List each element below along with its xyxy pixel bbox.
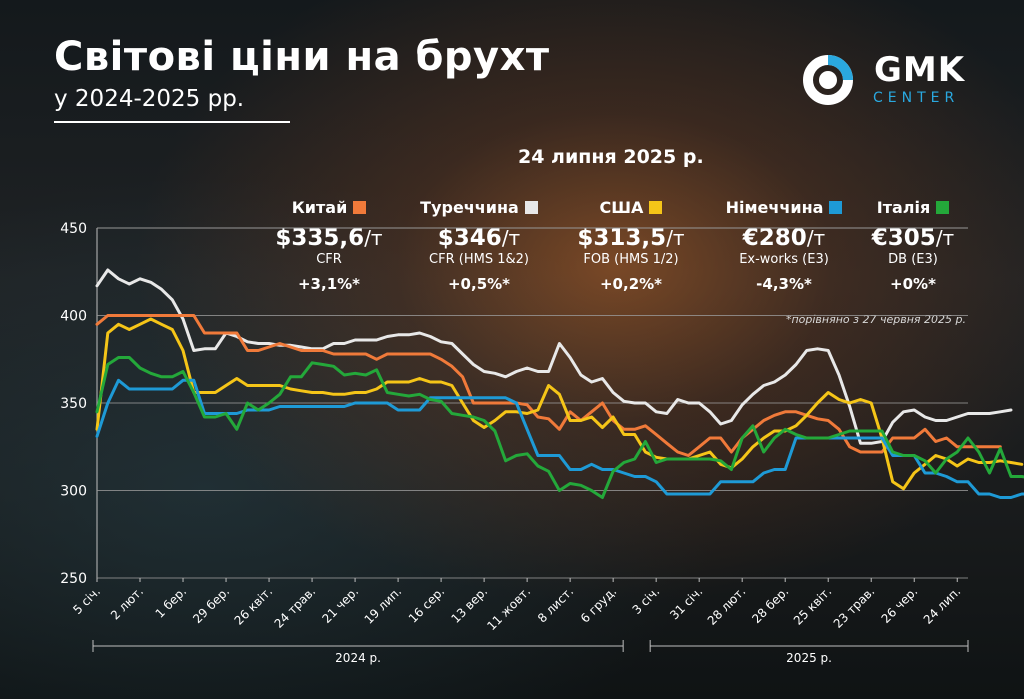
price-card-italy: Італія €305/т DB (E3) +0%* [838,198,988,293]
card-currency: € [742,225,759,251]
x-tick-label: 6 груд. [578,584,619,625]
x-tick-label: 13 вер. [449,584,491,626]
x-tick-label: 24 трав. [272,584,319,631]
card-currency: $ [577,225,594,251]
series-line-5 [95,356,1024,499]
x-tick-label: 5 січ. [70,584,103,617]
card-basis: DB (E3) [888,252,938,267]
card-change: -4,3%* [756,275,812,293]
x-tick-label: 2 лют. [108,584,146,622]
price-card-usa: США $313,5/т FOB (HMS 1/2) +0,2%* [556,198,706,293]
logo-name: GMK [874,50,966,90]
card-change: +3,1%* [297,275,360,293]
series-line-3 [95,317,1024,491]
title-underline [54,121,290,123]
card-price: 346 [453,225,502,251]
x-tick-label: 23 трав. [831,584,878,631]
card-country: Німеччина [725,198,824,217]
price-card-china: Китай $335,6/т CFR +3,1%* [254,198,404,293]
legend-swatch [936,201,950,214]
report-date: 24 липня 2025 р. [518,146,704,168]
x-tick-label: 24 лип. [921,584,964,627]
x-tick-label: 16 сер. [406,584,447,625]
card-change: +0,2%* [599,275,662,293]
series-line-1 [95,268,1013,445]
legend-swatch [353,201,367,214]
card-unit: /т [501,226,521,250]
card-price: 305 [887,225,936,251]
x-tick-label: 28 бер. [749,584,791,626]
card-country: Італія [876,198,931,217]
card-change: +0%* [890,275,936,293]
card-basis: CFR [316,252,342,267]
footnote: *порівняно з 27 червня 2025 р. [785,313,966,326]
x-tick-label: 8 лист. [535,584,576,625]
y-tick-label: 300 [60,484,87,500]
card-currency: $ [275,225,292,251]
x-tick-label: 19 лип. [362,584,405,627]
card-currency: € [871,225,888,251]
x-tick-label: 3 січ. [630,584,663,617]
x-tick-label: 1 бер. [153,584,190,621]
card-unit: /т [806,226,826,250]
card-unit: /т [666,226,685,250]
x-tick-label: 29 бер. [190,584,232,626]
card-basis: Ex-works (E3) [739,252,829,267]
year-label: 2024 р. [335,651,381,665]
card-basis: CFR (HMS 1&2) [429,252,529,267]
x-tick-label: 26 квіт. [232,584,276,628]
series-line-2 [95,314,1002,457]
y-tick-label: 400 [60,309,87,325]
y-tick-label: 350 [60,396,87,412]
x-tick-label: 21 чер. [319,584,361,626]
card-unit: /т [935,226,955,250]
y-tick-label: 450 [60,221,87,237]
legend-swatch [649,201,663,214]
y-tick-label: 250 [60,571,87,587]
x-tick-label: 28 лют. [705,584,749,628]
card-change: +0,5%* [447,275,510,293]
year-label: 2025 р. [786,651,832,665]
price-card-turkey: Туреччина $346/т CFR (HMS 1&2) +0,5%* [404,198,554,293]
card-unit: /т [364,226,383,250]
card-currency: $ [437,225,454,251]
legend-swatch [829,201,843,214]
card-country: США [599,198,644,217]
card-country: Китай [291,198,348,217]
page-title: Світові ціни на брухт [54,34,550,80]
card-basis: FOB (HMS 1/2) [583,252,679,267]
card-price: 335,6 [291,225,365,251]
card-price: 280 [758,225,807,251]
x-tick-label: 31 січ. [667,584,705,622]
x-tick-label: 11 жовт. [484,584,533,633]
ring-logo-icon [803,55,853,105]
price-card-germany: Німеччина €280/т Ex-works (E3) -4,3%* [709,198,859,293]
legend-swatch [524,201,538,214]
card-price: 313,5 [593,225,667,251]
card-country: Туреччина [420,198,519,217]
x-tick-label: 26 чер. [879,584,921,626]
logo-subtitle: CENTER [873,90,960,106]
x-tick-label: 25 квіт. [791,584,835,628]
page-subtitle: у 2024-2025 рр. [54,86,245,112]
